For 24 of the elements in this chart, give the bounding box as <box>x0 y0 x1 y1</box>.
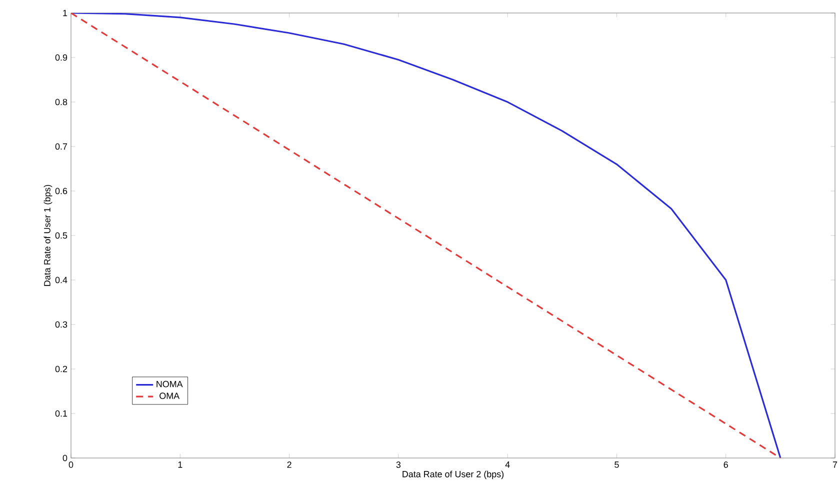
y-tick-label: 0.4 <box>55 276 68 284</box>
x-tick-label: 4 <box>505 462 510 468</box>
y-tick-label: 0.7 <box>55 143 68 150</box>
x-tick-label: 7 <box>832 462 838 468</box>
x-tick-label: 2 <box>287 462 292 468</box>
y-tick-label: 0 <box>62 454 68 462</box>
y-tick-label: 0.3 <box>55 321 68 328</box>
legend-label: NOMA <box>156 380 183 388</box>
x-tick-label: 5 <box>614 462 619 468</box>
y-tick-label: 1 <box>63 10 68 16</box>
y-tick-label: 0.1 <box>55 410 68 417</box>
x-tick-label: 1 <box>178 462 182 468</box>
y-tick-label: 0.8 <box>55 98 68 106</box>
y-tick-label: 0.2 <box>55 366 68 372</box>
y-axis-title: Data Rate of User 1 (bps) <box>44 184 52 286</box>
legend-label: OMA <box>160 392 180 400</box>
y-tick-label: 0.9 <box>55 54 68 61</box>
x-tick-label: 6 <box>724 462 728 468</box>
x-tick-label: 3 <box>396 462 401 468</box>
x-axis-title: Data Rate of User 2 (bps) <box>402 470 504 480</box>
x-tick-label: 0 <box>68 462 74 468</box>
line-series <box>71 12 782 458</box>
y-tick-label: 0.6 <box>55 188 68 194</box>
y-tick-label: 0.5 <box>55 232 68 239</box>
